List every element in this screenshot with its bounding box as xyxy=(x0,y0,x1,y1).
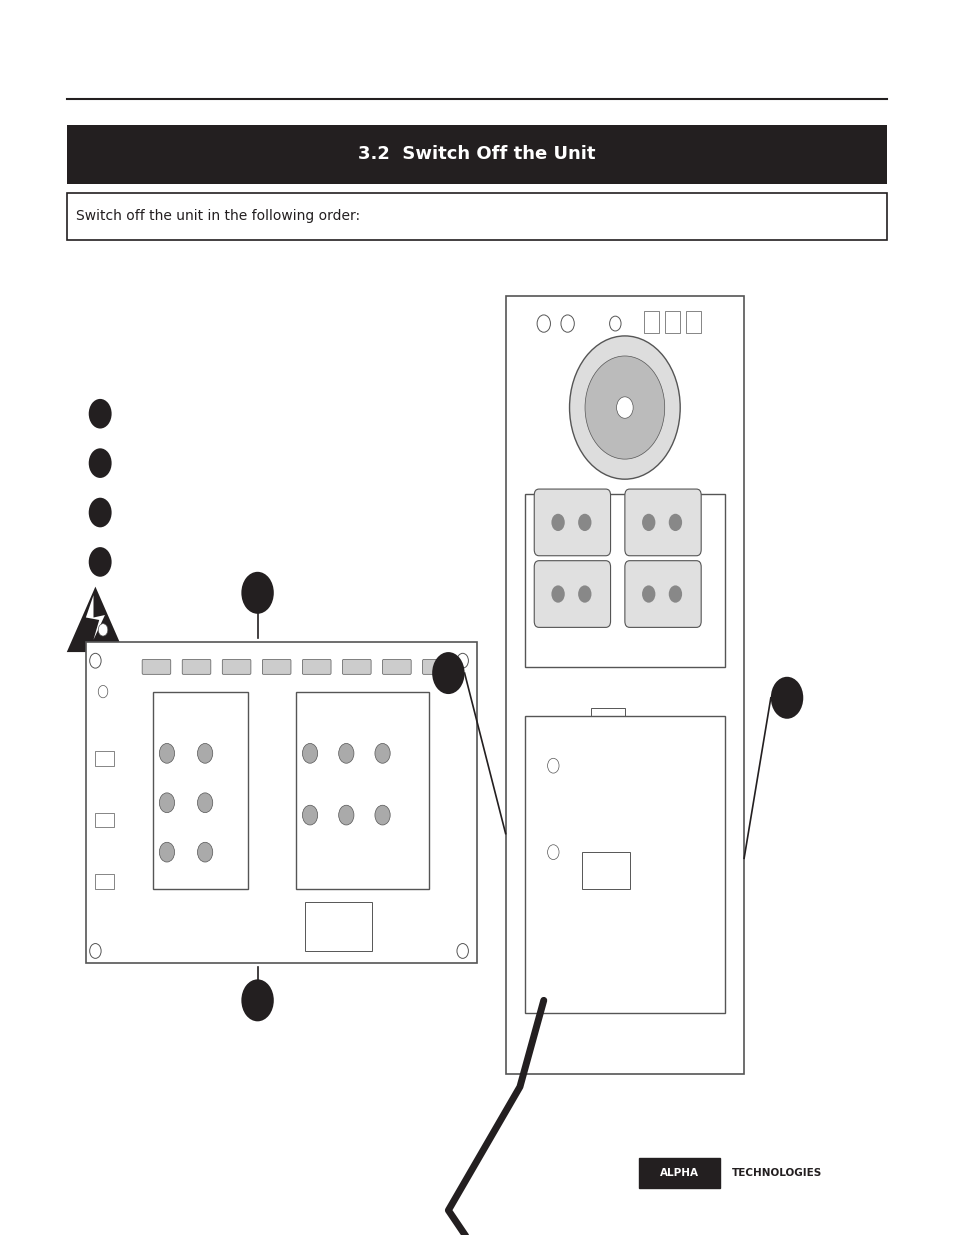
Circle shape xyxy=(89,547,112,577)
FancyBboxPatch shape xyxy=(262,659,291,674)
Circle shape xyxy=(197,793,213,813)
Circle shape xyxy=(641,514,655,531)
Circle shape xyxy=(584,356,664,459)
FancyBboxPatch shape xyxy=(86,642,476,963)
Circle shape xyxy=(668,585,681,603)
Circle shape xyxy=(159,793,174,813)
FancyBboxPatch shape xyxy=(302,659,331,674)
FancyBboxPatch shape xyxy=(624,489,700,556)
Circle shape xyxy=(375,805,390,825)
FancyBboxPatch shape xyxy=(305,902,372,951)
Text: ALPHA: ALPHA xyxy=(659,1168,699,1178)
Circle shape xyxy=(547,845,558,860)
FancyBboxPatch shape xyxy=(67,125,886,184)
FancyBboxPatch shape xyxy=(639,1158,720,1188)
Circle shape xyxy=(159,842,174,862)
Circle shape xyxy=(569,336,679,479)
FancyBboxPatch shape xyxy=(534,561,610,627)
Circle shape xyxy=(98,624,108,636)
FancyBboxPatch shape xyxy=(152,692,248,889)
Circle shape xyxy=(241,979,274,1021)
FancyBboxPatch shape xyxy=(422,659,451,674)
Circle shape xyxy=(197,842,213,862)
Circle shape xyxy=(338,805,354,825)
FancyBboxPatch shape xyxy=(685,311,700,333)
Circle shape xyxy=(89,399,112,429)
FancyBboxPatch shape xyxy=(591,708,624,735)
Circle shape xyxy=(302,743,317,763)
FancyBboxPatch shape xyxy=(382,659,411,674)
Circle shape xyxy=(456,944,468,958)
FancyBboxPatch shape xyxy=(524,716,724,1013)
FancyBboxPatch shape xyxy=(182,659,211,674)
Text: 3.2  Switch Off the Unit: 3.2 Switch Off the Unit xyxy=(358,146,595,163)
Circle shape xyxy=(578,514,591,531)
Circle shape xyxy=(159,743,174,763)
Text: Switch off the unit in the following order:: Switch off the unit in the following ord… xyxy=(76,209,360,224)
FancyBboxPatch shape xyxy=(505,296,743,1074)
Circle shape xyxy=(90,653,101,668)
Polygon shape xyxy=(67,587,124,652)
Circle shape xyxy=(551,585,564,603)
Circle shape xyxy=(241,572,274,614)
FancyBboxPatch shape xyxy=(581,852,629,889)
FancyBboxPatch shape xyxy=(342,659,371,674)
Text: TECHNOLOGIES: TECHNOLOGIES xyxy=(731,1168,821,1178)
Circle shape xyxy=(537,315,550,332)
Circle shape xyxy=(616,396,633,419)
Circle shape xyxy=(90,944,101,958)
Circle shape xyxy=(375,743,390,763)
Circle shape xyxy=(456,653,468,668)
FancyBboxPatch shape xyxy=(142,659,171,674)
FancyBboxPatch shape xyxy=(295,692,429,889)
Circle shape xyxy=(609,316,620,331)
FancyBboxPatch shape xyxy=(222,659,251,674)
FancyBboxPatch shape xyxy=(95,874,114,889)
Circle shape xyxy=(641,585,655,603)
Circle shape xyxy=(89,498,112,527)
Polygon shape xyxy=(86,595,105,640)
Circle shape xyxy=(89,448,112,478)
FancyBboxPatch shape xyxy=(67,193,886,240)
FancyBboxPatch shape xyxy=(524,494,724,667)
Circle shape xyxy=(547,758,558,773)
Circle shape xyxy=(338,743,354,763)
FancyBboxPatch shape xyxy=(534,489,610,556)
Circle shape xyxy=(98,685,108,698)
FancyBboxPatch shape xyxy=(664,311,679,333)
Circle shape xyxy=(551,514,564,531)
Circle shape xyxy=(770,677,802,719)
Circle shape xyxy=(578,585,591,603)
FancyBboxPatch shape xyxy=(643,311,659,333)
FancyBboxPatch shape xyxy=(95,751,114,766)
Circle shape xyxy=(560,315,574,332)
Circle shape xyxy=(668,514,681,531)
Circle shape xyxy=(432,652,464,694)
Circle shape xyxy=(302,805,317,825)
FancyBboxPatch shape xyxy=(95,813,114,827)
Circle shape xyxy=(197,743,213,763)
FancyBboxPatch shape xyxy=(624,561,700,627)
